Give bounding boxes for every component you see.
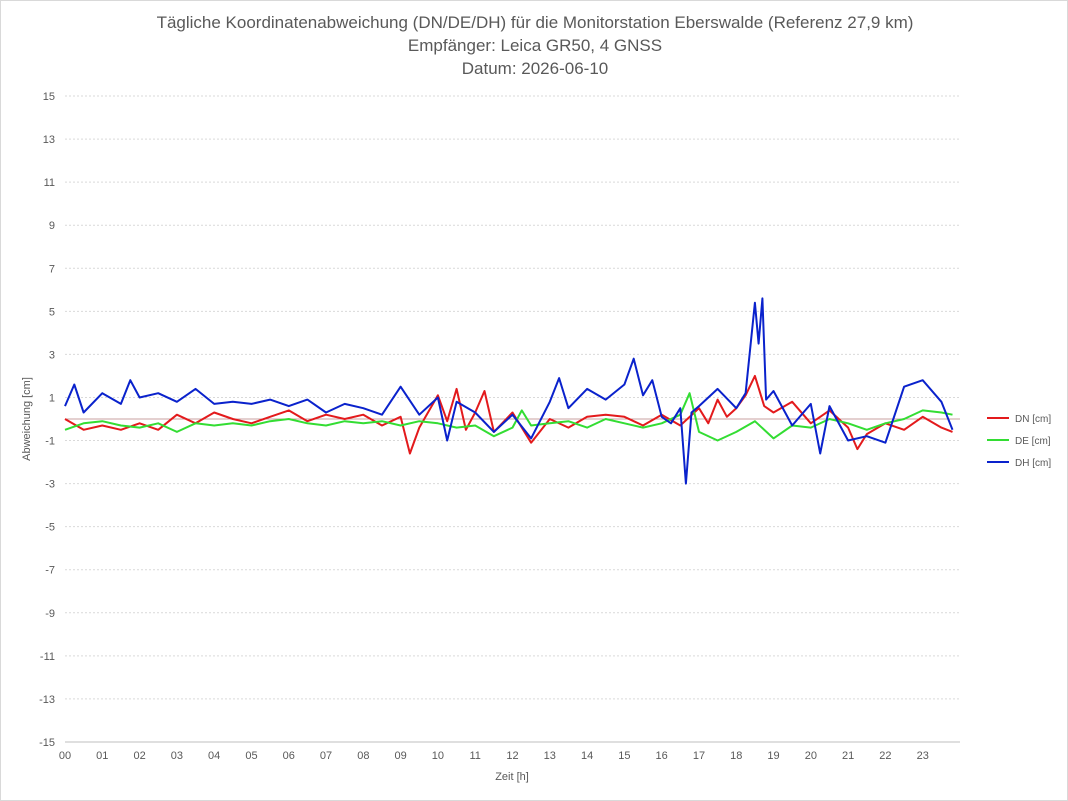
x-axis-label: Zeit [h] (495, 771, 529, 783)
gridlines (65, 95, 960, 743)
x-tick-label: 01 (96, 750, 108, 762)
y-tick-label: -13 (39, 694, 55, 706)
legend-label: DN [cm] (1015, 414, 1051, 425)
x-tick-label: 06 (283, 750, 295, 762)
y-tick-label: -3 (45, 479, 55, 491)
y-tick-label: 11 (44, 177, 55, 189)
y-tick-label: 1 (49, 392, 55, 404)
x-tick-label: 00 (59, 750, 71, 762)
y-tick-label: -5 (45, 522, 55, 534)
series-lines (64, 297, 954, 485)
y-tick-label: 15 (43, 91, 55, 103)
x-tick-label: 02 (133, 750, 145, 762)
y-tick-label: 9 (49, 220, 55, 232)
x-tick-label: 13 (544, 750, 556, 762)
y-tick-label: 5 (49, 306, 55, 318)
y-tick-label: 3 (49, 349, 55, 361)
x-tick-label: 11 (469, 750, 480, 762)
series-line-2 (64, 392, 953, 442)
x-tick-label: 09 (395, 750, 407, 762)
chart-date: Datum: 2026-06-10 (461, 59, 609, 78)
y-tick-label: 7 (49, 263, 55, 275)
legend: DN [cm] DE [cm] DH [cm] (987, 414, 1051, 469)
x-tick-label: 20 (805, 750, 817, 762)
y-tick-label: -1 (45, 436, 55, 448)
chart-title-block: Tägliche Koordinatenabweichung (DN/DE/DH… (1, 11, 1068, 80)
x-tick-label: 17 (693, 750, 705, 762)
x-tick-label: 12 (506, 750, 518, 762)
y-tick-label: -9 (45, 608, 55, 620)
x-tick-label: 08 (357, 750, 369, 762)
x-tick-label: 04 (208, 750, 220, 762)
y-axis-label: Abweichung [cm] (21, 377, 33, 461)
chart-title: Tägliche Koordinatenabweichung (DN/DE/DH… (156, 13, 914, 32)
chart-subtitle: Empfänger: Leica GR50, 4 GNSS (407, 36, 663, 55)
y-tick-label: -11 (40, 651, 55, 663)
x-tick-label: 14 (581, 750, 593, 762)
x-tick-label: 10 (432, 750, 444, 762)
x-tick-label: 21 (842, 750, 854, 762)
y-axis-ticks: 15 13 11 9 7 5 3 1 -1 -3 -5 -7 -9 -11 -13 -15 (39, 91, 55, 749)
legend-label: DH [cm] (1015, 458, 1051, 469)
legend-label: DE [cm] (1015, 436, 1051, 447)
x-tick-label: 03 (171, 750, 183, 762)
y-tick-label: -7 (45, 565, 55, 577)
series-line-3 (64, 297, 954, 485)
x-tick-label: 18 (730, 750, 742, 762)
y-tick-label: 13 (43, 134, 55, 146)
series-line-1 (64, 374, 953, 455)
x-tick-label: 22 (879, 750, 891, 762)
x-tick-label: 16 (656, 750, 668, 762)
x-tick-label: 07 (320, 750, 332, 762)
x-tick-label: 05 (245, 750, 257, 762)
x-tick-label: 15 (618, 750, 630, 762)
x-tick-label: 19 (767, 750, 779, 762)
x-tick-label: 23 (917, 750, 929, 762)
y-tick-label: -15 (39, 737, 55, 749)
x-axis-ticks: 00 01 02 03 04 05 06 07 08 09 10 11 12 13 14 15 16 17 18 19… (59, 750, 929, 762)
